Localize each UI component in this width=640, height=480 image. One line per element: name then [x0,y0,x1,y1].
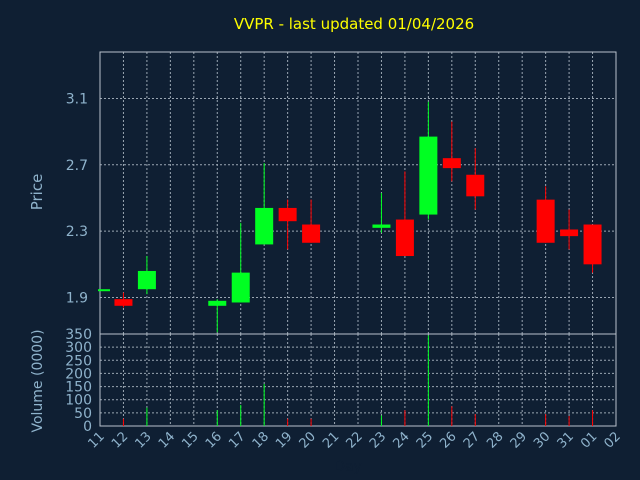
volume-tick-label: 150 [65,380,92,396]
volume-tick-label: 350 [65,327,92,343]
volume-tick-label: 200 [65,366,92,382]
x-tick-label: 14 [156,429,178,451]
candle-body [231,272,250,303]
volume-tick-label: 250 [65,353,92,369]
candle-body [137,270,156,290]
candle-body [536,199,555,243]
price-tick-label: 3.1 [66,91,88,107]
chart-title: VVPR - last updated 01/04/2026 [234,15,474,33]
volume-tick-label: 300 [65,340,92,356]
x-tick-label: 26 [437,429,459,451]
volume-axis-label: Volume (0000) [30,329,46,432]
x-tick-label: 31 [555,429,577,451]
x-axis-ticks: 11 12 13 14 15 16 17 18 19 20 21 22 23 24 25 26 27 28 29 30… [86,429,624,451]
volume-tick-label: 0 [83,419,92,435]
candle-body [442,158,461,169]
candle-body [583,224,602,265]
x-tick-label: 22 [344,429,366,451]
candle-body [255,207,274,245]
candle-body [114,299,133,306]
candle-body [419,136,438,215]
x-tick-label: 23 [367,429,389,451]
x-tick-label: 17 [226,429,248,451]
price-tick-label: 1.9 [66,291,88,307]
x-tick-label: 28 [484,429,506,451]
candle-body [208,300,227,306]
candle-body [395,219,414,257]
volume-panel-frame [99,333,617,427]
x-tick-label: 12 [109,429,131,451]
x-tick-label: 13 [132,429,154,451]
candle-body [98,289,110,292]
x-tick-label: 29 [508,429,530,451]
candle-body [466,174,485,197]
x-tick-label: 15 [179,429,201,451]
x-tick-label: 20 [297,429,319,451]
candle-body [560,229,579,237]
x-tick-label: 30 [531,429,553,451]
x-tick-label: 19 [273,429,295,451]
candle-body [302,224,321,243]
candle-body [372,224,391,228]
price-panel: 1.9 2.3 2.7 3.1 [66,51,617,335]
price-tick-label: 2.3 [66,224,88,240]
x-tick-label: 27 [461,429,483,451]
x-tick-label: 24 [390,429,412,451]
price-axis-label: Price [28,174,46,211]
candle-body [278,207,297,222]
volume-tick-label: 100 [65,393,92,409]
volume-tick-label: 50 [74,406,92,422]
x-tick-label: 21 [320,429,342,451]
x-tick-label: 02 [602,429,624,451]
x-tick-label: 01 [578,429,600,451]
x-tick-label: 18 [250,429,272,451]
x-tick-label: 25 [414,429,436,451]
x-tick-label: 16 [203,429,225,451]
x-axis-label: Day [334,459,362,475]
price-tick-label: 2.7 [66,158,88,174]
